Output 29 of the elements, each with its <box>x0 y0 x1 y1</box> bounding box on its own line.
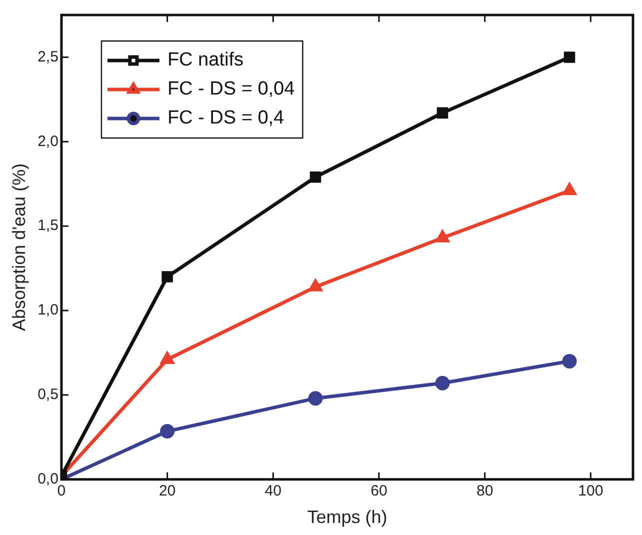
point <box>564 52 576 63</box>
point <box>562 183 576 196</box>
x-tick-label: 80 <box>476 482 494 500</box>
point <box>436 230 449 242</box>
point <box>162 271 173 282</box>
y-tick-label: 1,5 <box>38 217 58 234</box>
y-tick-label: 0,5 <box>38 386 58 404</box>
y-tick-label: 0,0 <box>38 470 58 488</box>
point <box>436 107 448 119</box>
point <box>160 352 174 364</box>
legend-label: FC - DS = 0,04 <box>167 78 296 100</box>
y-tick-label: 2,5 <box>38 48 58 66</box>
x-axis-title: Temps (h) <box>307 507 388 528</box>
point <box>562 354 577 368</box>
x-tick-label: 40 <box>264 482 282 500</box>
point <box>310 171 322 183</box>
point <box>308 280 322 292</box>
point <box>160 424 175 439</box>
legend-label: FC - DS = 0,4 <box>167 108 285 129</box>
y-tick-label: 2,0 <box>38 132 58 150</box>
x-tick-label: 100 <box>578 482 604 500</box>
y-axis-title: Absorption d'eau (%) <box>8 163 29 331</box>
x-tick-label: 0 <box>57 482 66 500</box>
x-tick-label: 20 <box>158 482 176 500</box>
legend-label: FC natifs <box>167 50 244 71</box>
y-tick-label: 1,0 <box>38 302 58 319</box>
x-tick-label: 60 <box>370 482 388 500</box>
point <box>435 376 450 390</box>
point <box>308 391 323 406</box>
